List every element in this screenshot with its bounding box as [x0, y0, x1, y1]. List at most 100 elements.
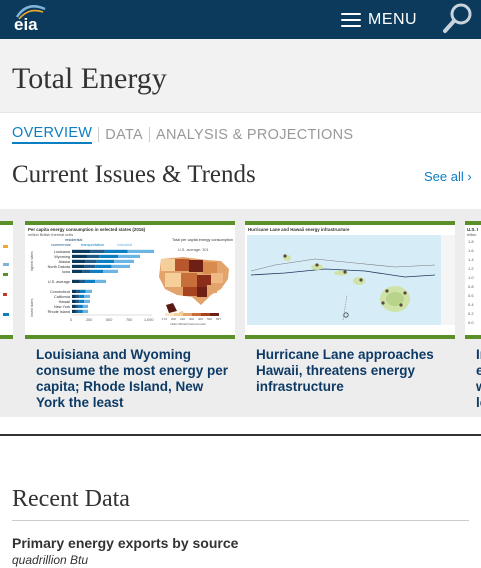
issues-heading: Current Issues & Trends — [12, 161, 256, 188]
state-label: Alaska — [59, 260, 71, 264]
card-thumbnail — [0, 221, 13, 339]
infrastructure-markers — [283, 254, 407, 307]
axis-tick: 1.2 — [468, 266, 474, 271]
card-thumbnail: Hurricane Lane and Hawaii energy infrast… — [245, 221, 455, 339]
state-bar-segment — [79, 299, 85, 303]
state-bar-segment — [104, 249, 128, 253]
axis-tick: 1,000 — [144, 318, 154, 322]
state-bar-segment — [84, 294, 90, 298]
state-label: California — [54, 295, 71, 299]
dataset-title[interactable]: Primary energy exports by source — [12, 535, 239, 551]
tab-analysis-projections[interactable]: ANALYSIS & PROJECTIONS — [156, 126, 354, 143]
map-title: Total per capita energy consumption — [172, 238, 233, 242]
thumb-title: Per capita energy consumption in selecte… — [28, 227, 146, 232]
issue-card[interactable]: Per capita energy consumption in selecte… — [25, 221, 235, 411]
thumb-unit: million British thermal units — [28, 233, 73, 237]
state-bar-segment — [96, 259, 115, 263]
state-bar-segment — [103, 269, 118, 273]
state-bar-segment — [72, 269, 83, 273]
state-bar-segment — [72, 259, 86, 263]
state-bar-segment — [75, 299, 80, 303]
state-bar-segment — [82, 304, 88, 308]
state-bar-segment — [72, 279, 80, 283]
state-bar-segment — [86, 254, 100, 258]
map-color-scale — [165, 313, 219, 316]
state-label: Hawaii — [59, 300, 71, 304]
thumb-title: Hurricane Lane and Hawaii energy infrast… — [248, 227, 350, 232]
issue-card-previous[interactable] — [0, 221, 13, 339]
state-bar-segment — [72, 309, 76, 313]
state-label: North Dakota — [48, 265, 71, 269]
axis-tick: 0.4 — [468, 302, 474, 307]
search-icon[interactable] — [441, 1, 475, 35]
card-thumbnail: U.S. t trillion 1.8 1.6 1.4 1.2 1.0 0.8 0.6 0.4… — [465, 221, 481, 339]
scale-tick: 230 — [180, 317, 185, 321]
state-bar-segment — [72, 264, 85, 268]
menu-button[interactable]: MENU — [341, 9, 417, 31]
state-bar-segment — [95, 279, 106, 283]
map-legend-panel — [441, 235, 455, 325]
scale-tick: 997 — [216, 317, 221, 321]
map-ocean — [247, 235, 441, 325]
state-bar-segment — [75, 304, 79, 308]
state-bar-segment — [72, 294, 76, 298]
state-label: Iowa — [62, 270, 71, 274]
card-title[interactable]: Hurricane Lane approaches Hawaii, threat… — [256, 347, 434, 394]
logo-text: eia — [14, 15, 38, 34]
state-bar-segment — [72, 299, 76, 303]
map-unit: million British thermal units — [170, 322, 206, 326]
axis-tick: 1.8 — [468, 239, 474, 244]
legend-transportation: transportation — [81, 243, 104, 247]
tab-separator — [149, 127, 151, 142]
state-bar-segment — [85, 259, 97, 263]
state-label: Rhode Island — [48, 310, 70, 314]
axis-ticks: 1.8 1.6 1.4 1.2 1.0 0.8 0.6 0.4 0.2 0.0 — [468, 239, 474, 325]
hurricane-track — [342, 294, 348, 321]
state-bar-segment — [127, 249, 154, 253]
axis-tick: 0.2 — [468, 311, 474, 316]
issue-card[interactable]: Hurricane Lane and Hawaii energy infrast… — [245, 221, 455, 395]
us-choropleth-map — [159, 257, 229, 315]
see-all-link[interactable]: See all › — [424, 169, 472, 184]
section-tabs: OVERVIEW DATA ANALYSIS & PROJECTIONS — [12, 125, 353, 144]
eia-logo[interactable]: eia — [11, 3, 51, 35]
hamburger-icon — [341, 13, 361, 27]
tab-separator — [98, 127, 100, 142]
tab-overview[interactable]: OVERVIEW — [12, 125, 93, 144]
card-title[interactable]: In e w le — [476, 347, 481, 410]
scale-tick: 500 — [207, 317, 212, 321]
issue-card-next[interactable]: U.S. t trillion 1.8 1.6 1.4 1.2 1.0 0.8 0.6 0.4… — [465, 221, 481, 411]
section-divider — [0, 434, 481, 436]
legend-commercial: commercial — [51, 243, 71, 247]
issues-carousel[interactable]: Per capita energy consumption in selecte… — [0, 209, 481, 417]
axis-tick: 1.4 — [468, 257, 474, 262]
scale-tick: 170 — [162, 317, 167, 321]
state-bar-segment — [75, 294, 80, 298]
axis-tick: 750 — [126, 318, 132, 322]
scale-tick: 300 — [189, 317, 194, 321]
state-bar-segment — [75, 309, 79, 313]
state-bar-segment — [72, 304, 76, 308]
thumb-title: U.S. t — [467, 227, 479, 232]
state-bar-segment — [85, 279, 96, 283]
legend-residential: residential — [65, 238, 82, 242]
state-bar-segment — [118, 254, 140, 258]
thumb-subtitle: trillion — [467, 233, 476, 237]
state-bar-segment — [79, 294, 85, 298]
state-label: Wyoming — [54, 255, 70, 259]
card-title[interactable]: Louisiana and Wyoming consume the most e… — [36, 347, 229, 410]
state-label: Connecticut — [50, 290, 71, 294]
scale-tick: 200 — [171, 317, 176, 321]
state-label: Louisiana — [54, 250, 71, 254]
state-bar-segment — [78, 309, 83, 313]
top-nav-bar: eia MENU — [0, 0, 481, 39]
dataset-units: quadrillion Btu — [12, 553, 89, 567]
label-highest-states: highest states — [30, 251, 34, 271]
tab-data[interactable]: DATA — [105, 126, 144, 143]
recent-data-heading: Recent Data — [12, 486, 130, 512]
recent-data-rule — [12, 520, 469, 521]
state-bar-segment — [72, 254, 87, 258]
axis-tick: 500 — [106, 318, 112, 322]
page-title: Total Energy — [12, 62, 167, 95]
state-bar-segment — [90, 269, 104, 273]
